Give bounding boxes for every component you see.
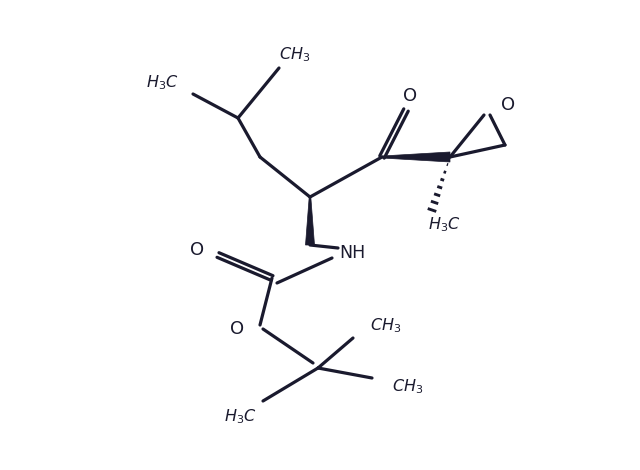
Polygon shape — [382, 152, 450, 162]
Text: O: O — [403, 87, 417, 105]
Text: $CH_3$: $CH_3$ — [279, 46, 310, 64]
Text: $H_3C$: $H_3C$ — [146, 74, 179, 92]
Text: NH: NH — [339, 244, 365, 262]
Text: $CH_3$: $CH_3$ — [392, 378, 423, 396]
Text: $H_3C$: $H_3C$ — [428, 216, 461, 235]
Text: O: O — [230, 320, 244, 338]
Text: O: O — [501, 96, 515, 114]
Text: O: O — [190, 241, 204, 259]
Text: $CH_3$: $CH_3$ — [370, 317, 401, 336]
Text: $H_3C$: $H_3C$ — [223, 407, 257, 426]
Polygon shape — [305, 197, 314, 245]
